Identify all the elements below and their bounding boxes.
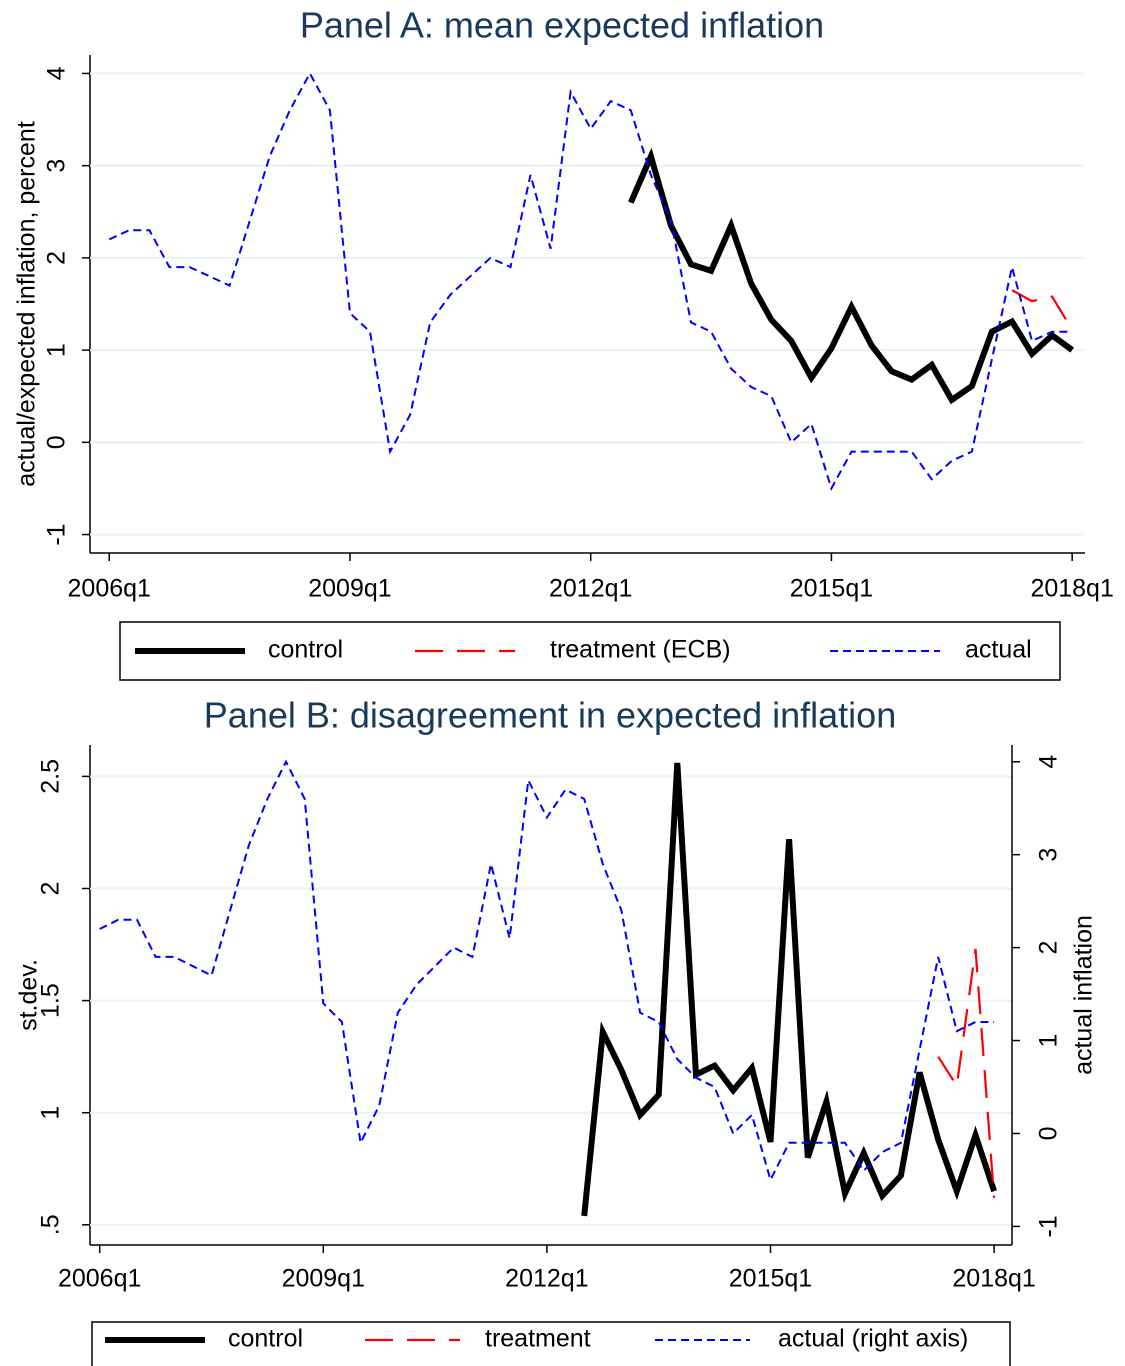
legend-label: treatment (ECB) bbox=[550, 636, 731, 664]
y-tick-label: 2 bbox=[37, 882, 65, 896]
x-tick-label: 2006q1 bbox=[58, 1265, 141, 1293]
y2-tick-label: 4 bbox=[1035, 755, 1063, 769]
legend-box bbox=[91, 1321, 1011, 1366]
y-tick-label: 3 bbox=[43, 159, 71, 173]
y2-tick-label: 0 bbox=[1035, 1127, 1063, 1141]
x-tick-label: 2006q1 bbox=[68, 575, 151, 603]
y-tick-label: 1 bbox=[43, 343, 71, 357]
series-line bbox=[1011, 289, 1074, 331]
series-line bbox=[108, 71, 1073, 491]
x-tick-label: 2015q1 bbox=[790, 575, 873, 603]
y2-axis-label: actual inflation bbox=[1070, 915, 1098, 1075]
y2-tick-label: 3 bbox=[1035, 848, 1063, 862]
series-line bbox=[99, 759, 995, 1183]
y-tick-label: 2.5 bbox=[37, 759, 65, 794]
y-axis-label: actual/expected inflation, percent bbox=[13, 121, 41, 487]
legend-label: actual (right axis) bbox=[778, 1325, 968, 1353]
y-tick-label: 4 bbox=[43, 66, 71, 80]
x-tick-label: 2009q1 bbox=[308, 575, 391, 603]
series-line bbox=[937, 948, 996, 1198]
y2-tick-label: 1 bbox=[1035, 1034, 1063, 1048]
series-line bbox=[581, 762, 997, 1217]
legend-label: actual bbox=[965, 636, 1032, 664]
legend-box bbox=[119, 621, 1061, 681]
x-tick-label: 2018q1 bbox=[1030, 575, 1113, 603]
legend-label: treatment bbox=[485, 1325, 591, 1353]
y-tick-label: 1 bbox=[37, 1106, 65, 1120]
legend-label: control bbox=[228, 1325, 303, 1353]
series-line bbox=[628, 147, 1074, 405]
chart-title: Panel B: disagreement in expected inflat… bbox=[204, 695, 896, 736]
chart-title: Panel A: mean expected inflation bbox=[300, 5, 824, 46]
y-tick-label: -1 bbox=[43, 523, 71, 545]
y-tick-label: 2 bbox=[43, 251, 71, 265]
x-tick-label: 2012q1 bbox=[505, 1265, 588, 1293]
x-tick-label: 2009q1 bbox=[282, 1265, 365, 1293]
x-tick-label: 2018q1 bbox=[952, 1265, 1035, 1293]
y-tick-label: 0 bbox=[43, 435, 71, 449]
y-axis-label: st.dev. bbox=[15, 959, 43, 1031]
y-tick-label: 1.5 bbox=[37, 983, 65, 1018]
y-tick-label: .5 bbox=[37, 1214, 65, 1235]
legend-label: control bbox=[268, 636, 343, 664]
x-tick-label: 2015q1 bbox=[729, 1265, 812, 1293]
y2-tick-label: 2 bbox=[1035, 941, 1063, 955]
y2-tick-label: -1 bbox=[1035, 1215, 1063, 1237]
x-tick-label: 2012q1 bbox=[549, 575, 632, 603]
